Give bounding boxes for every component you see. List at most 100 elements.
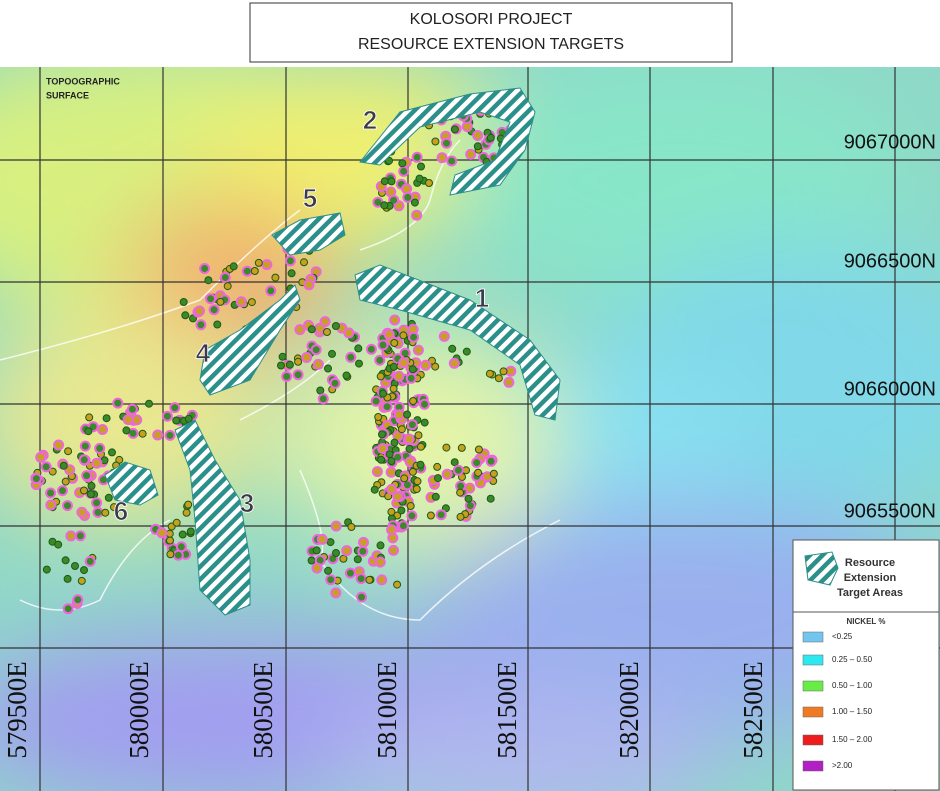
drill-hole xyxy=(324,364,332,373)
drill-hole xyxy=(358,536,369,548)
drill-hole xyxy=(385,156,393,165)
drill-hole xyxy=(77,576,86,585)
drill-hole xyxy=(178,530,187,539)
drill-hole xyxy=(471,457,483,469)
drill-hole xyxy=(81,470,93,482)
drill-hole xyxy=(400,474,409,483)
drill-hole xyxy=(441,504,450,513)
drill-hole xyxy=(324,566,333,575)
target-areas xyxy=(104,87,561,616)
target-area xyxy=(174,419,251,616)
drill-hole xyxy=(94,442,106,454)
drill-hole xyxy=(448,357,460,369)
drill-hole xyxy=(104,493,113,502)
drill-hole xyxy=(330,587,342,599)
drill-hole xyxy=(63,574,72,583)
drill-hole xyxy=(112,397,124,409)
drill-hole xyxy=(438,330,450,342)
drill-hole xyxy=(145,399,153,408)
drill-hole xyxy=(420,359,432,371)
drill-hole xyxy=(343,327,355,339)
drill-hole xyxy=(219,272,231,283)
drill-hole xyxy=(386,524,398,536)
drill-hole xyxy=(59,461,68,470)
drill-hole xyxy=(380,177,389,186)
drill-hole xyxy=(392,491,404,503)
drill-hole xyxy=(65,530,77,542)
drill-hole xyxy=(419,398,430,410)
drill-hole xyxy=(405,444,414,453)
legend-swatch xyxy=(802,734,824,746)
drill-hole xyxy=(194,305,205,317)
legend: Resource Extension Target Areas NICKEL %… xyxy=(792,539,940,791)
drill-hole xyxy=(385,186,397,198)
drill-hole xyxy=(311,562,323,574)
drill-hole xyxy=(80,486,88,495)
drill-hole xyxy=(172,518,181,527)
drill-hole xyxy=(342,371,351,380)
drill-hole xyxy=(371,466,383,478)
drill-hole xyxy=(377,443,389,454)
drill-hole xyxy=(383,328,395,340)
drill-hole xyxy=(292,369,304,381)
drill-hole xyxy=(294,324,306,336)
drill-hole xyxy=(278,352,287,361)
drill-hole xyxy=(326,538,335,547)
drill-hole xyxy=(406,419,418,431)
drill-hole xyxy=(213,320,222,329)
drill-hole xyxy=(376,541,385,550)
drill-hole xyxy=(208,304,220,316)
drill-hole xyxy=(413,477,422,486)
drill-hole xyxy=(485,369,494,378)
easting-label: 581500E xyxy=(492,661,522,759)
drill-hole xyxy=(403,433,415,445)
drill-hole xyxy=(411,209,423,221)
drill-hole xyxy=(97,424,108,435)
drill-hole xyxy=(388,544,399,556)
drill-hole xyxy=(412,485,421,493)
drill-hole xyxy=(205,293,217,305)
legend-swatch xyxy=(802,706,824,718)
drill-hole xyxy=(412,344,424,356)
drill-hole xyxy=(390,339,399,347)
drill-hole xyxy=(62,603,74,615)
drill-hole xyxy=(84,427,93,436)
northing-label: 9066500N xyxy=(844,250,936,272)
drill-hole xyxy=(347,523,356,531)
drill-hole xyxy=(393,580,402,589)
drill-hole xyxy=(54,540,63,549)
northing-label: 9066000N xyxy=(844,378,936,400)
drill-hole xyxy=(122,414,134,426)
drill-hole xyxy=(387,457,396,465)
drill-hole xyxy=(40,461,52,473)
drill-hole xyxy=(485,455,497,467)
drill-hole xyxy=(169,402,181,414)
drill-hole xyxy=(341,545,353,557)
drill-hole xyxy=(91,497,103,509)
drill-hole xyxy=(331,322,340,330)
drill-hole xyxy=(417,162,425,171)
drill-hole xyxy=(499,367,508,376)
legend-label: Resource xyxy=(845,557,895,569)
drill-hole xyxy=(78,454,90,466)
drill-hole xyxy=(61,477,70,486)
drill-hole xyxy=(74,530,86,542)
drill-hole xyxy=(64,464,76,476)
drill-hole xyxy=(462,347,471,356)
drill-hole xyxy=(456,488,465,497)
drill-hole xyxy=(473,142,482,151)
drill-hole xyxy=(416,442,425,451)
drill-hole xyxy=(452,464,464,476)
drill-hole xyxy=(425,179,433,187)
drill-hole xyxy=(398,357,410,369)
drill-hole xyxy=(184,414,193,423)
drill-hole xyxy=(86,490,95,499)
drill-hole xyxy=(398,159,407,168)
drill-hole xyxy=(329,377,341,389)
legend-label: 1.50 – 2.00 xyxy=(832,735,873,744)
target-number: 1 xyxy=(475,283,489,313)
drill-hole xyxy=(277,361,285,370)
drill-hole xyxy=(374,413,383,421)
